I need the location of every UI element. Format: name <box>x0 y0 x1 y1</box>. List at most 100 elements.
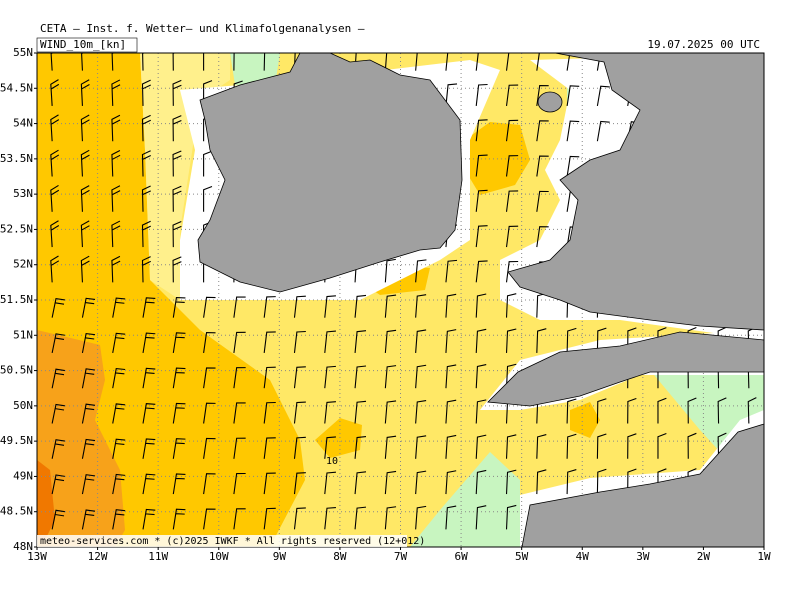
wind-barb <box>445 434 457 459</box>
wind-barb <box>536 190 549 212</box>
wind-barb <box>384 53 388 71</box>
wind-barb <box>293 472 306 495</box>
wind-barb <box>111 255 121 283</box>
wind-barb <box>172 367 186 389</box>
lon-label: 7W <box>394 550 408 563</box>
wind-barb <box>384 435 397 459</box>
wind-barb <box>203 296 216 318</box>
wind-barb <box>203 437 216 459</box>
wind-band <box>37 53 305 547</box>
wind-barb <box>111 220 121 248</box>
wind-barb <box>566 120 580 142</box>
wind-barb <box>293 330 306 353</box>
wind-barb <box>566 155 580 177</box>
wind-barb <box>627 397 637 424</box>
wind-barb <box>81 368 96 389</box>
wind-barb <box>112 297 126 318</box>
wind-barb <box>50 53 54 71</box>
wind-barb <box>51 474 65 495</box>
wind-barb <box>81 509 96 530</box>
wind-barb <box>233 508 246 530</box>
wind-barb <box>475 154 488 177</box>
wind-barb <box>172 185 182 212</box>
wind-barb <box>354 506 367 530</box>
wind-barb <box>141 114 151 142</box>
wind-barb <box>172 332 186 354</box>
wind-barb <box>566 398 577 424</box>
lat-label: 52.5N <box>0 222 33 235</box>
wind-barb <box>263 437 276 459</box>
wind-barb <box>627 433 637 459</box>
wind-barb <box>81 403 96 424</box>
wind-barb <box>354 400 367 424</box>
wind-barb <box>142 473 156 495</box>
wind-barb <box>112 473 126 495</box>
wind-barb <box>475 53 479 71</box>
lat-label: 48N <box>13 540 33 553</box>
wind-barb <box>384 470 397 495</box>
wind-barb <box>51 368 65 389</box>
wind-barb <box>475 505 487 530</box>
wind-barb <box>384 329 397 353</box>
lat-label: 50.5N <box>0 364 33 377</box>
wind-barb <box>536 328 547 353</box>
wind-barb <box>293 436 306 459</box>
wind-barb <box>172 115 182 142</box>
wind-barb <box>203 53 205 71</box>
wind-barb <box>627 468 637 495</box>
wind-barb <box>354 471 367 495</box>
lat-label: 51.5N <box>0 293 33 306</box>
wind-barb <box>51 333 65 354</box>
lat-label: 54N <box>13 117 33 130</box>
wind-barb <box>203 332 216 354</box>
wind-barb <box>324 330 336 353</box>
lon-label: 10W <box>209 550 229 563</box>
wind-barb <box>415 364 427 389</box>
wind-barb <box>475 189 488 212</box>
lat-label: 51N <box>13 328 33 341</box>
lon-label: 8W <box>333 550 347 563</box>
wind-barb <box>142 508 156 530</box>
wind-barb <box>536 226 549 248</box>
wind-barb <box>536 120 549 142</box>
wind-band <box>37 330 125 547</box>
wind-barb <box>475 225 488 248</box>
isle-of-man <box>537 91 563 113</box>
wind-barb <box>415 329 427 353</box>
lon-label: 13W <box>27 550 47 563</box>
axis-labels: 55N 54.5N 54N 53.5N 53N 52.5N 52N 51.5N 51N 50.5N… <box>0 46 771 563</box>
wind-barb <box>172 221 182 248</box>
wind-barb <box>445 364 457 389</box>
wind-barb <box>141 256 151 283</box>
lat-label: 53.5N <box>0 152 33 165</box>
wind-barb <box>324 295 336 318</box>
wind-barb <box>445 470 457 495</box>
wind-barb <box>203 473 216 495</box>
wind-barb <box>203 367 216 389</box>
wind-band <box>230 53 280 85</box>
wind-barb <box>51 297 65 318</box>
wind-barb <box>324 506 336 530</box>
wind-barb <box>475 364 487 389</box>
wind-barb <box>536 53 540 71</box>
wind-barb <box>142 438 156 459</box>
wind-barb <box>80 255 90 283</box>
wind-barb <box>596 398 607 424</box>
wind-barb <box>384 506 397 530</box>
wind-barb <box>111 53 115 71</box>
lat-label: 49N <box>13 469 33 482</box>
product-box <box>36 37 138 53</box>
wind-barb <box>536 469 547 495</box>
wind-barb <box>142 367 156 389</box>
lon-label: 9W <box>273 550 287 563</box>
wind-barb <box>415 259 427 283</box>
wind-barb <box>142 53 146 71</box>
wind-barb <box>475 293 487 318</box>
wind-barb <box>475 260 488 283</box>
wind-barb <box>172 150 182 177</box>
lat-label: 52N <box>13 258 33 271</box>
lat-label: 49.5N <box>0 434 33 447</box>
wind-barb <box>80 220 90 248</box>
wind-barb <box>51 403 65 424</box>
wind-barb <box>81 297 96 318</box>
